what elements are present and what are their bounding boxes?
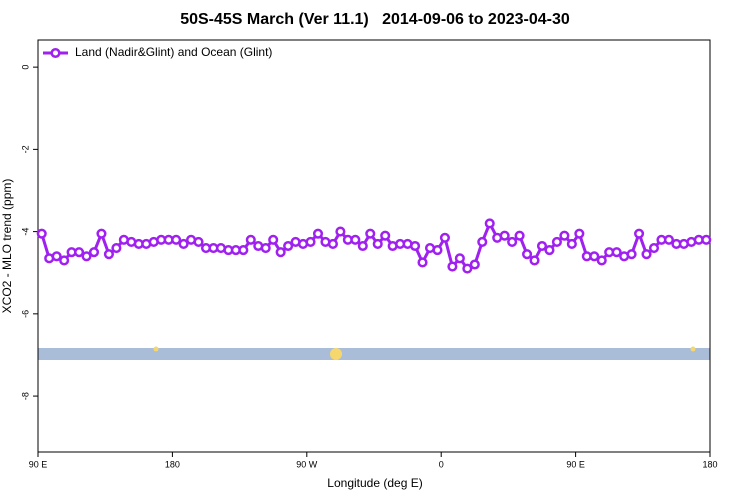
point	[238, 245, 249, 256]
point	[589, 251, 600, 262]
x-tick-label: 180	[165, 459, 180, 469]
point	[59, 255, 70, 266]
point	[96, 228, 107, 239]
point	[36, 228, 47, 239]
point	[245, 234, 256, 245]
point	[648, 243, 660, 254]
point	[432, 245, 443, 256]
point	[574, 228, 585, 239]
x-tick-label: 180	[702, 459, 717, 469]
point	[477, 236, 488, 247]
point	[701, 234, 712, 245]
legend-label: Land (Nadir&Glint) and Ocean (Glint)	[75, 45, 272, 59]
point	[350, 234, 361, 245]
point	[544, 245, 555, 256]
plot-frame	[37, 39, 711, 453]
x-tick-label: 90 E	[29, 459, 48, 469]
y-tick-label: -8	[20, 392, 30, 400]
point	[335, 226, 346, 237]
x-axis-label: Longitude (deg E)	[327, 476, 422, 490]
point	[514, 230, 525, 241]
point	[641, 249, 652, 260]
point	[193, 236, 204, 247]
point	[469, 259, 480, 270]
point	[268, 234, 279, 245]
point	[447, 261, 458, 272]
point	[634, 228, 645, 239]
point	[275, 247, 286, 258]
point	[51, 251, 62, 262]
point	[410, 240, 421, 252]
point	[536, 240, 548, 252]
point	[663, 234, 674, 245]
point	[566, 238, 577, 249]
point	[529, 255, 540, 266]
point	[305, 236, 316, 247]
point	[484, 218, 495, 229]
point	[559, 230, 570, 241]
x-tick-label: 0	[439, 459, 444, 469]
land-dot	[153, 346, 159, 352]
point	[551, 236, 562, 247]
point	[626, 249, 637, 260]
chart-title: 50S-45S March (Ver 11.1) 2014-09-06 to 2…	[180, 11, 570, 28]
point	[439, 232, 450, 243]
land-mask-band	[38, 348, 710, 360]
y-tick-label: -2	[20, 145, 30, 153]
y-tick-label: 0	[20, 65, 30, 70]
point	[417, 257, 428, 268]
y-tick-label: -4	[20, 228, 30, 236]
point	[171, 234, 182, 245]
point	[283, 240, 294, 252]
y-axis-label: XCO2 - MLO trend (ppm)	[0, 179, 14, 314]
point	[260, 243, 271, 254]
legend-marker	[50, 47, 61, 59]
point	[507, 236, 518, 247]
point	[611, 247, 622, 258]
point	[327, 238, 338, 249]
land-dot	[330, 348, 342, 360]
point	[372, 238, 383, 249]
point	[178, 238, 189, 249]
point	[111, 243, 122, 254]
point	[81, 251, 92, 262]
point	[454, 253, 465, 264]
point	[103, 249, 114, 260]
point	[357, 240, 368, 252]
point	[380, 230, 391, 241]
x-tick-label: 90 W	[296, 459, 318, 469]
point	[74, 247, 85, 258]
point	[522, 249, 533, 260]
land-dot	[690, 346, 696, 352]
point	[365, 228, 376, 239]
y-tick-label: -6	[20, 310, 30, 318]
point	[596, 255, 607, 266]
point	[499, 230, 510, 241]
point	[88, 247, 100, 258]
point	[462, 263, 473, 274]
x-tick-label: 90 E	[566, 459, 585, 469]
point	[312, 228, 324, 239]
